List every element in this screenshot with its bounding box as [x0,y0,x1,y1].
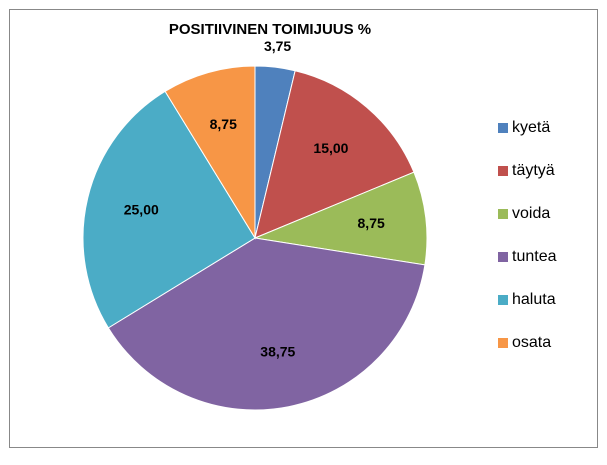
legend-label: kyetä [512,119,550,136]
pie-slice [253,171,428,266]
legend-swatch [498,338,508,348]
legend-swatch [498,123,508,133]
data-label: 15,00 [313,140,348,156]
legend-label: osata [512,334,551,351]
legend-label: tuntea [512,248,557,265]
chart-title: POSITIIVINEN TOIMIJUUS % [169,21,371,38]
data-label: 8,75 [358,215,385,231]
data-label: 38,75 [260,343,295,359]
legend-label: voida [512,205,550,222]
data-label: 25,00 [124,201,159,217]
legend-label: haluta [512,291,556,308]
legend-swatch [498,295,508,305]
legend-swatch [498,252,508,262]
legend-swatch [498,209,508,219]
legend-label: täytyä [512,162,555,179]
pie-slice [82,90,256,329]
pie-slice [254,70,415,239]
pie-slice [164,65,256,240]
data-label: 3,75 [264,38,291,54]
legend-swatch [498,166,508,176]
pie-slice [107,237,426,411]
data-label: 8,75 [210,116,237,132]
